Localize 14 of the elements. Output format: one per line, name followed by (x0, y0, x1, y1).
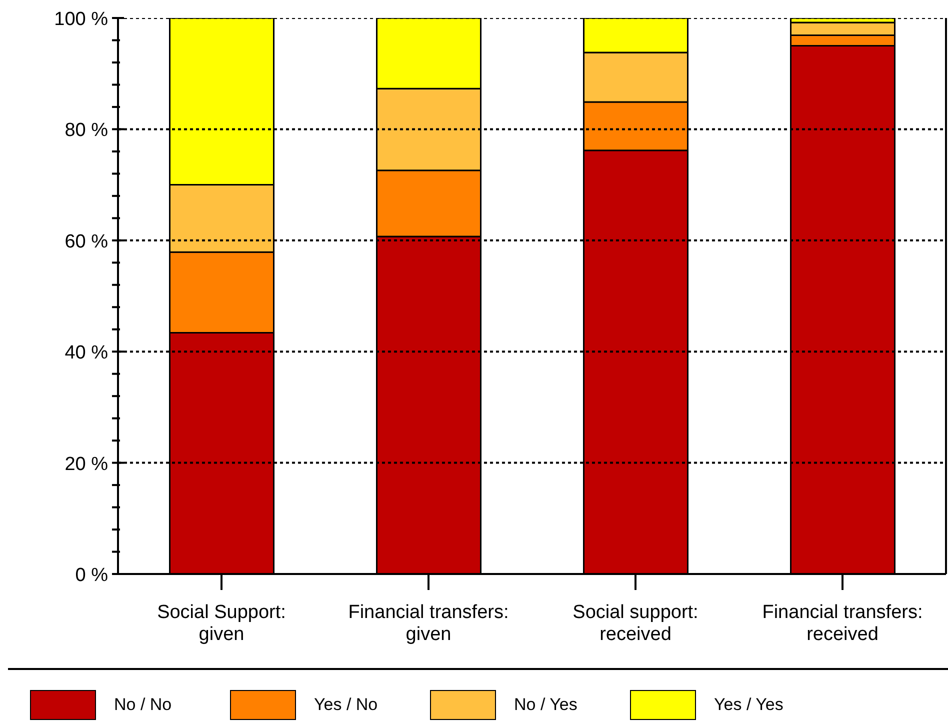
y-tick-label: 60 % (64, 231, 108, 252)
x-tick-label: Social Support: given (157, 602, 286, 645)
y-tick-label: 80 % (64, 120, 108, 142)
y-tick-label: 100 % (54, 9, 108, 30)
y-tick-label: 20 % (64, 454, 108, 475)
y-tick-label: 40 % (64, 342, 108, 364)
x-tick-label: Financial transfers: received (762, 602, 923, 645)
legend-label: Yes / No (314, 695, 378, 715)
y-tick-label: 0 % (75, 565, 108, 586)
x-tick-label: Social support: received (572, 602, 698, 645)
legend-label: No / No (114, 695, 172, 715)
x-tick-label: Financial transfers: given (348, 602, 509, 645)
legend-label: No / Yes (514, 695, 578, 715)
legend-label: Yes / Yes (714, 695, 784, 715)
